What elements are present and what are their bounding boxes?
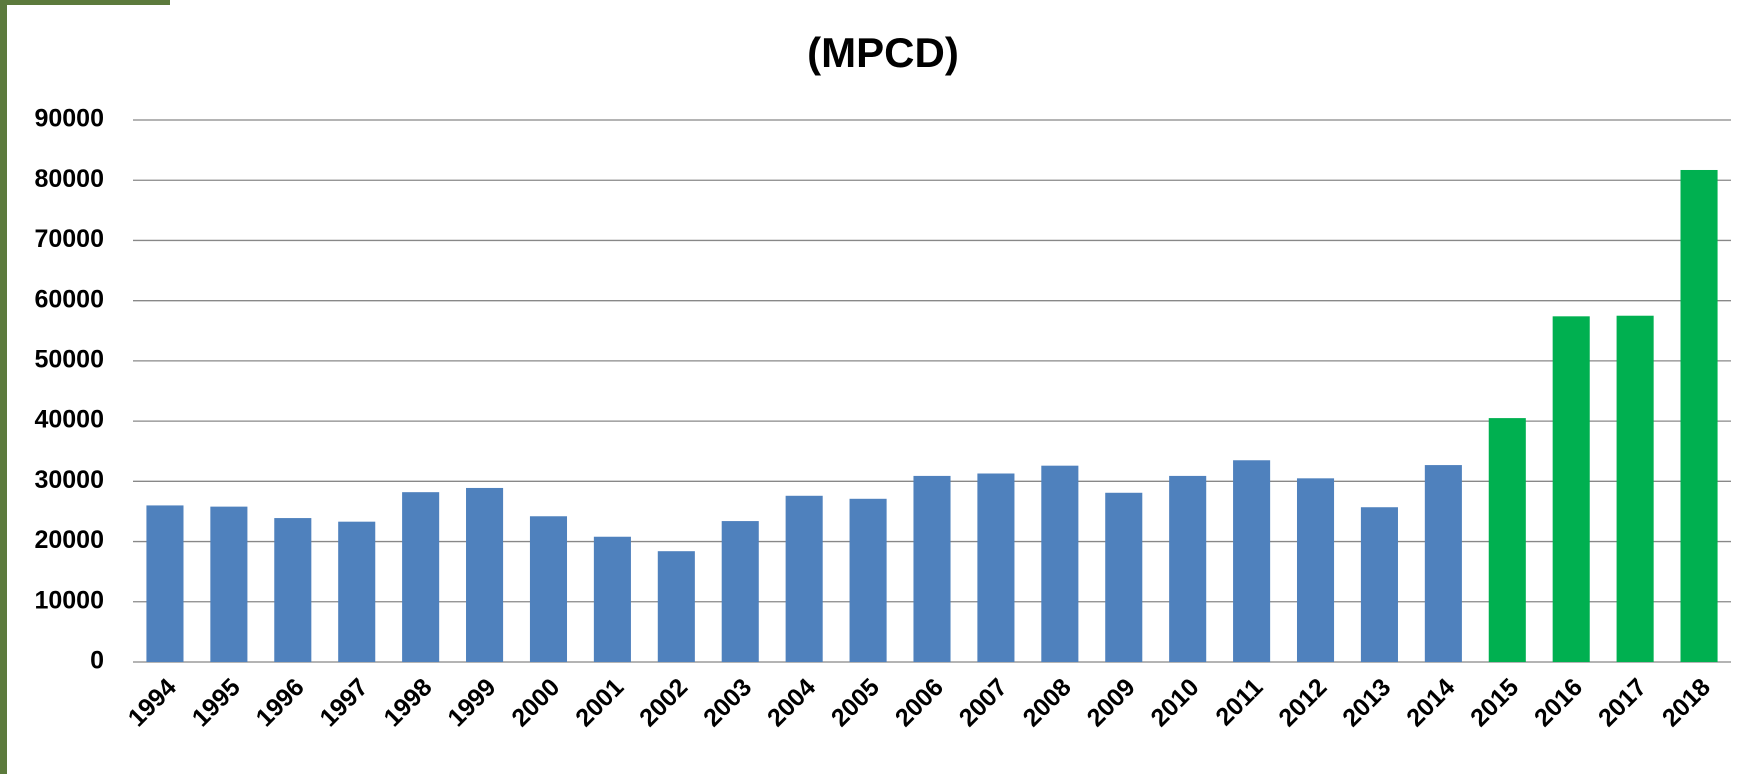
y-tick-label: 80000	[34, 165, 104, 193]
bar	[1169, 475, 1207, 662]
y-tick-label: 60000	[34, 285, 104, 313]
y-tick-label: 0	[90, 647, 104, 675]
bar	[1552, 316, 1590, 662]
x-tick-label: 1999	[442, 673, 501, 732]
bar	[210, 506, 248, 662]
x-tick-label: 2011	[1210, 673, 1268, 731]
y-tick-label: 50000	[34, 345, 104, 373]
bar	[1424, 465, 1462, 662]
bar	[1680, 169, 1718, 663]
bar	[785, 495, 823, 662]
bar	[977, 473, 1015, 662]
bar	[146, 505, 184, 662]
x-tick-label: 2010	[1145, 673, 1204, 732]
y-tick-label: 40000	[34, 406, 104, 434]
x-tick-label: 1997	[315, 673, 374, 732]
y-tick-label: 30000	[34, 466, 104, 494]
frame-edge	[0, 0, 170, 5]
bar	[1041, 465, 1079, 662]
x-tick-label: 1996	[251, 673, 310, 732]
x-tick-label: 2007	[954, 673, 1013, 732]
x-tick-label: 2014	[1401, 673, 1460, 732]
x-tick-label: 2017	[1593, 673, 1652, 732]
bar	[913, 475, 951, 662]
x-tick-label: 2009	[1082, 673, 1141, 732]
x-tick-label: 1995	[187, 673, 246, 732]
x-tick-label: 2000	[506, 673, 565, 732]
y-tick-label: 90000	[34, 105, 104, 133]
chart-title: (MPCD)	[807, 29, 959, 76]
bar	[466, 487, 504, 662]
bar	[529, 516, 568, 662]
x-tick-label: 2008	[1018, 673, 1077, 732]
x-tick-label: 2012	[1273, 673, 1332, 732]
y-tick-label: 10000	[34, 586, 104, 614]
x-tick-label: 2015	[1465, 673, 1524, 732]
frame-edge	[0, 0, 7, 774]
bar	[849, 498, 887, 662]
x-tick-label: 1994	[123, 673, 182, 732]
x-tick-label: 2004	[762, 673, 821, 732]
x-tick-label: 2016	[1529, 673, 1588, 732]
x-tick-label: 2002	[634, 673, 693, 732]
bar	[1105, 492, 1143, 662]
bar	[657, 551, 695, 662]
y-tick-label: 70000	[34, 225, 104, 253]
bar	[402, 492, 440, 662]
bar	[338, 521, 376, 662]
x-tick-label: 2003	[698, 673, 757, 732]
bar	[1488, 418, 1526, 662]
bar	[1360, 507, 1398, 662]
x-tick-label: 2018	[1657, 673, 1716, 732]
x-tick-label: 1998	[378, 673, 437, 732]
x-tick-label: 2001	[570, 673, 629, 732]
bar	[1616, 315, 1654, 662]
bar	[721, 521, 759, 662]
bar	[1233, 460, 1271, 662]
bar	[1296, 478, 1335, 662]
x-tick-label: 2013	[1337, 673, 1396, 732]
y-tick-label: 20000	[34, 526, 104, 554]
bar	[593, 536, 631, 662]
bar	[274, 518, 312, 662]
x-tick-label: 2006	[890, 673, 949, 732]
x-tick-label: 2005	[826, 673, 885, 732]
